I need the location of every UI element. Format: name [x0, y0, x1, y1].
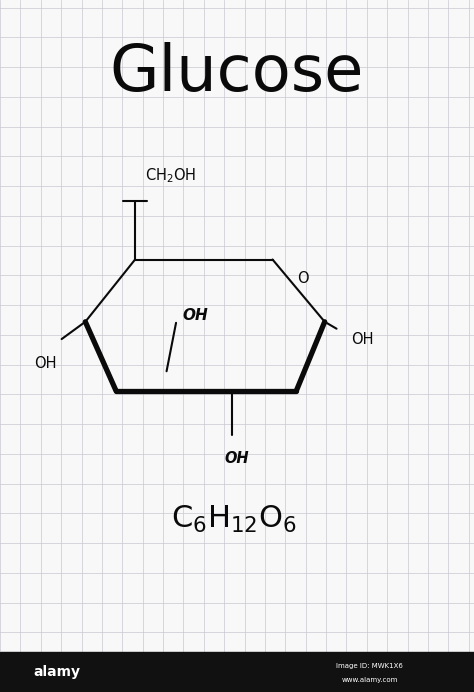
- Text: O: O: [298, 271, 309, 286]
- Text: OH: OH: [182, 309, 208, 323]
- Text: Glucose: Glucose: [110, 42, 364, 104]
- Text: CH$_2$OH: CH$_2$OH: [145, 167, 196, 185]
- Bar: [0, 652, 474, 692]
- Text: www.alamy.com: www.alamy.com: [342, 677, 398, 682]
- Text: C$_6$H$_{12}$O$_6$: C$_6$H$_{12}$O$_6$: [171, 504, 296, 534]
- Text: OH: OH: [351, 331, 374, 347]
- Text: alamy: alamy: [33, 665, 81, 679]
- Text: Image ID: MWK1X6: Image ID: MWK1X6: [336, 663, 403, 668]
- Text: OH: OH: [34, 356, 56, 371]
- Text: OH: OH: [225, 451, 249, 466]
